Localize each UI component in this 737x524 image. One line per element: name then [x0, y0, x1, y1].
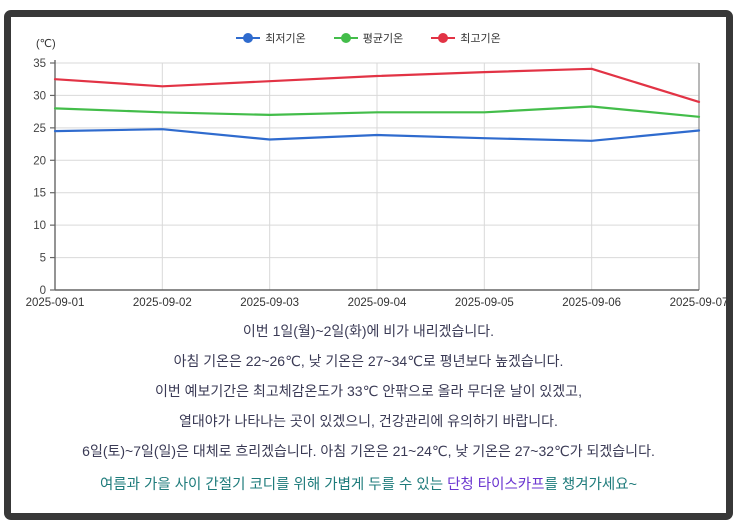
forecast-line-5: 6일(토)~7일(일)은 대체로 흐리겠습니다. 아침 기온은 21~24℃, … — [82, 443, 655, 459]
y-tick-label: 25 — [33, 123, 46, 135]
chart-legend: 최저기온 평균기온 최고기온 — [11, 30, 726, 46]
x-tick-label: 2025-09-01 — [26, 297, 85, 309]
x-tick-label: 2025-09-03 — [240, 297, 299, 309]
legend-item-3: 최고기온 — [431, 30, 501, 46]
y-tick-label: 5 — [40, 253, 46, 265]
y-axis-unit-label: (℃) — [36, 38, 56, 50]
series-line-최저기온 — [53, 128, 701, 142]
y-tick-label: 15 — [33, 188, 46, 200]
legend-label: 평균기온 — [362, 33, 404, 45]
x-tick-label: 2025-09-05 — [455, 297, 514, 309]
promo-highlight-text: 단청 타이스카프 — [447, 477, 545, 493]
forecast-text-block: 이번 1일(월)~2일(화)에 비가 내리겠습니다. 아침 기온은 22~26℃,… — [11, 316, 726, 466]
y-tick-label: 30 — [33, 90, 46, 102]
temperature-chart-svg: 0 5 10 15 20 25 30 35 2025-09-01 2025-09-02 2025-0… — [26, 58, 726, 309]
legend-marker-icon — [236, 33, 261, 43]
x-tick-label: 2025-09-06 — [562, 297, 621, 309]
series-line-평균기온 — [53, 105, 701, 118]
legend-item-1: 최저기온 — [236, 30, 306, 46]
legend-item-2: 평균기온 — [333, 30, 404, 46]
series-line-최고기온 — [53, 67, 701, 104]
weather-forecast-card: (℃) 최저기온 평균기온 최고기온 0 5 10 15 20 25 30 35 2025-09-0… — [4, 10, 733, 520]
promo-suffix-text: 를 챙겨가세요~ — [544, 477, 638, 493]
y-tick-label: 35 — [33, 58, 46, 70]
forecast-line-2: 아침 기온은 22~26℃, 낮 기온은 27~34℃로 평년보다 높겠습니다. — [173, 353, 564, 369]
x-tick-label: 2025-09-04 — [348, 297, 407, 309]
legend-marker-icon — [333, 33, 358, 43]
x-tick-label: 2025-09-07 — [670, 297, 726, 309]
y-tick-label: 0 — [40, 285, 46, 297]
forecast-line-3: 이번 예보기간은 최고체감온도가 33℃ 안팎으로 올라 무더운 날이 있겠고, — [155, 383, 582, 399]
x-tick-label: 2025-09-02 — [133, 297, 192, 309]
forecast-line-1: 이번 1일(월)~2일(화)에 비가 내리겠습니다. — [242, 323, 495, 339]
legend-label: 최고기온 — [460, 33, 501, 45]
promo-prefix-text: 여름과 가을 사이 간절기 코디를 위해 가볍게 두를 수 있는 — [99, 477, 448, 493]
y-tick-label: 10 — [33, 220, 46, 232]
legend-label: 최저기온 — [265, 33, 306, 45]
y-tick-label: 20 — [33, 155, 46, 167]
temperature-chart: (℃) 최저기온 평균기온 최고기온 0 5 10 15 20 25 30 35 2025-09-0… — [11, 17, 726, 319]
promo-text-line: 여름과 가을 사이 간절기 코디를 위해 가볍게 두를 수 있는 단청 타이스카… — [11, 472, 726, 498]
forecast-line-4: 열대야가 나타나는 곳이 있겠으니, 건강관리에 유의하기 바랍니다. — [179, 413, 558, 429]
legend-marker-icon — [431, 33, 456, 43]
